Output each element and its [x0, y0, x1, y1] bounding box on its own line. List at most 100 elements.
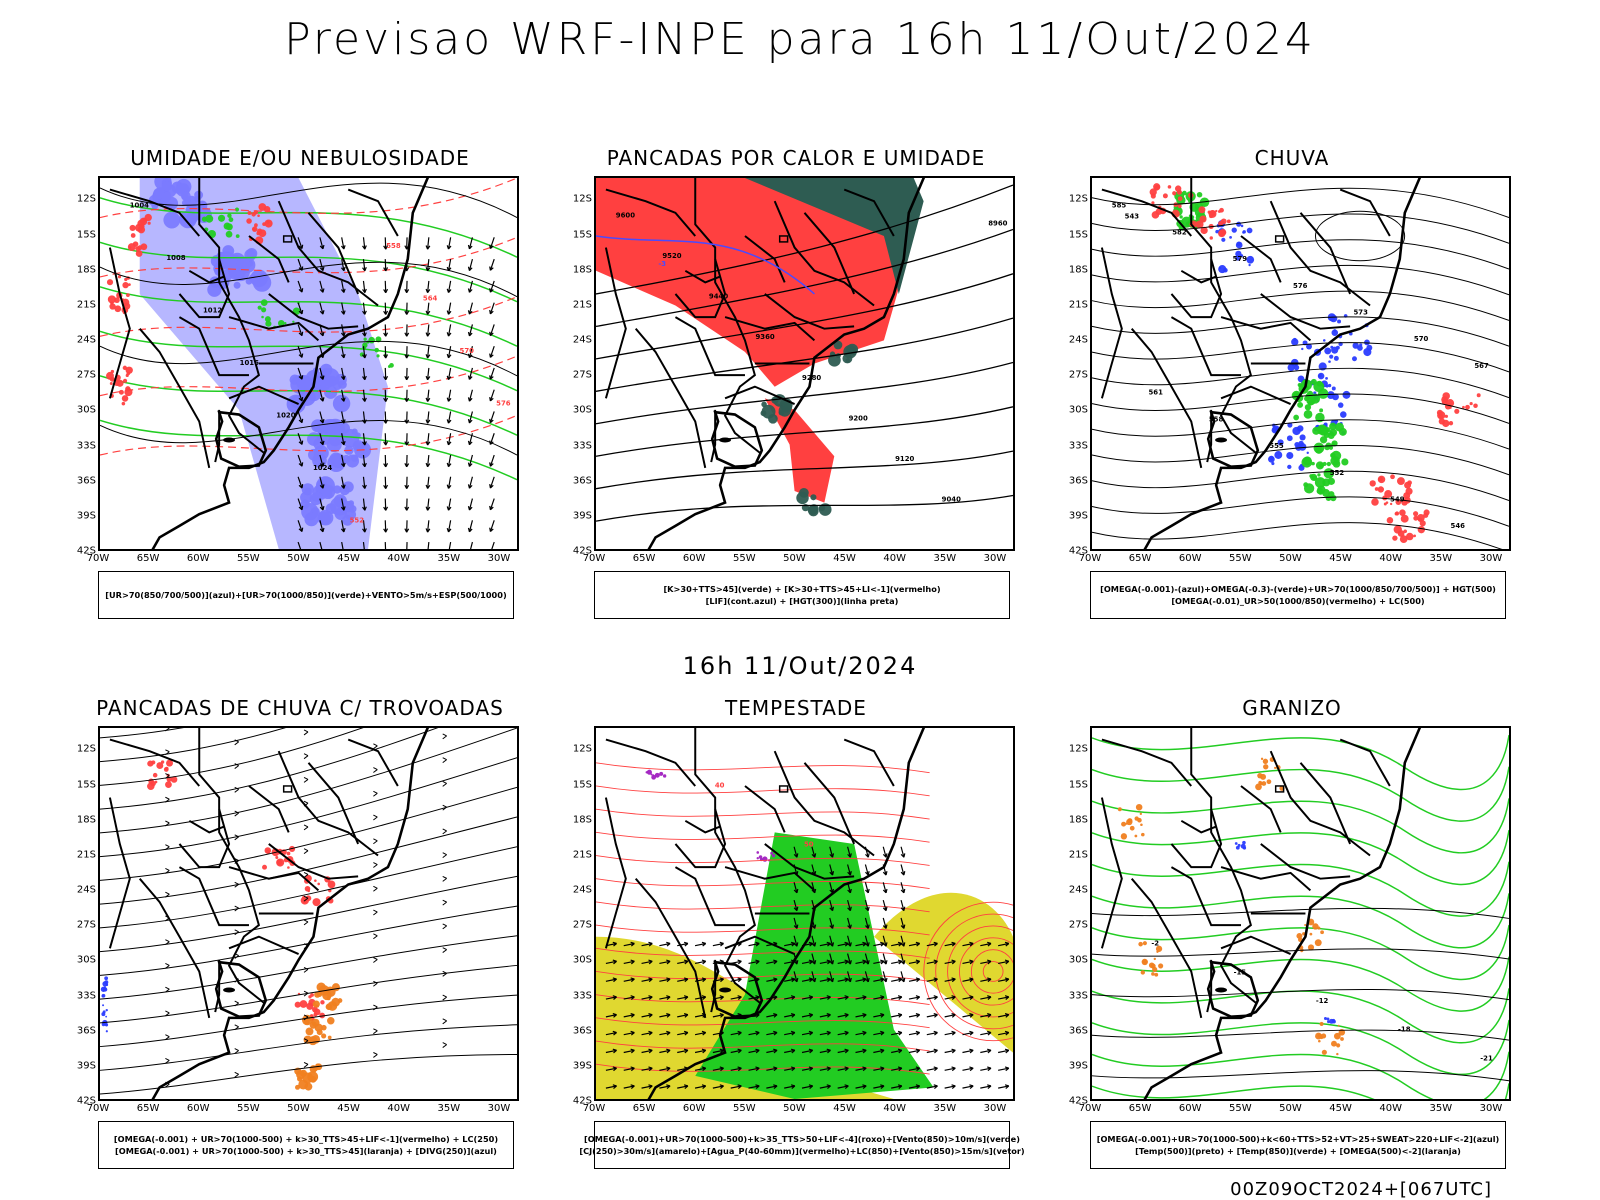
latitude-tick-label: 18S [1068, 264, 1088, 276]
panel-granizo: GRANIZO 12S 15S 18S 21S 24S 27S 30S 33S 36S 39S 42… [1052, 696, 1532, 1176]
longitude-tick-label: 60W [1178, 1103, 1202, 1114]
longitude-axis: 70W 65W 60W 55W 50W 45W 40W 35W 30W [583, 553, 1015, 567]
longitude-tick-label: 35W [437, 553, 461, 564]
longitude-tick-label: 45W [1329, 553, 1352, 564]
longitude-tick-label: 70W [86, 553, 110, 564]
contour-label: 9040 [942, 496, 961, 504]
longitude-axis: 70W 65W 60W 55W 50W 45W 40W 35W 30W [1079, 1103, 1511, 1117]
latitude-tick-label: 42S [1068, 545, 1088, 557]
latitude-tick-label: 21S [572, 849, 592, 861]
longitude-tick-label: 65W [136, 1103, 160, 1114]
longitude-tick-label: 60W [1178, 553, 1202, 564]
latitude-tick-label: 30S [572, 404, 592, 416]
latitude-tick-label: 12S [572, 743, 592, 755]
longitude-tick-label: 60W [186, 1103, 210, 1114]
latitude-tick-label: 39S [1068, 1060, 1088, 1072]
latitude-tick-label: 39S [1068, 510, 1088, 522]
contour-label: -18 [1398, 1026, 1411, 1034]
latitude-tick-label: 12S [1068, 193, 1088, 205]
latitude-tick-label: 15S [1068, 229, 1088, 241]
latitude-axis: 12S 15S 18S 21S 24S 27S 30S 33S 36S 39S 42S [60, 176, 96, 557]
panel-legend: [OMEGA(-0.001)+UR>70(1000-500)+k<60+TTS>… [1090, 1121, 1506, 1169]
longitude-tick-label: 45W [1329, 1103, 1352, 1114]
latitude-tick-label: 24S [1068, 884, 1088, 896]
legend-line-1: [OMEGA(-0.001)-(azul)+OMEGA(-0.3)-(verde… [1100, 584, 1496, 594]
longitude-axis: 70W 65W 60W 55W 50W 45W 40W 35W 30W [87, 1103, 519, 1117]
latitude-tick-label: 39S [76, 510, 96, 522]
contour-label: 567 [1474, 362, 1489, 370]
latitude-tick-label: 27S [1068, 919, 1088, 931]
contour-label: 576 [496, 400, 511, 408]
latitude-axis: 12S 15S 18S 21S 24S 27S 30S 33S 36S 39S 42S [556, 176, 592, 557]
latitude-tick-label: 33S [76, 440, 96, 452]
longitude-tick-label: 35W [933, 553, 957, 564]
longitude-tick-label: 40W [387, 553, 411, 564]
latitude-tick-label: 42S [572, 1095, 592, 1107]
contour-label: -21 [1480, 1054, 1493, 1062]
contour-label: 1024 [313, 464, 332, 472]
latitude-tick-label: 39S [572, 1060, 592, 1072]
latitude-tick-label: 18S [76, 814, 96, 826]
panel-title: GRANIZO [1242, 696, 1342, 720]
latitude-tick-label: 21S [76, 299, 96, 311]
longitude-tick-label: 35W [1429, 553, 1453, 564]
latitude-tick-label: 18S [1068, 814, 1088, 826]
legend-line-2: [OMEGA(-0.01)_UR>50(1000/850)(vermelho) … [1171, 596, 1425, 606]
latitude-tick-label: 15S [76, 229, 96, 241]
contour-label: 1016 [240, 359, 259, 367]
contour-label: 549 [1390, 496, 1405, 504]
contour-label: 9440 [709, 293, 728, 301]
latitude-tick-label: 24S [1068, 334, 1088, 346]
latitude-tick-label: 18S [76, 264, 96, 276]
contour-label: 570 [460, 347, 475, 355]
latitude-tick-label: 30S [572, 954, 592, 966]
longitude-tick-label: 60W [682, 553, 706, 564]
latitude-tick-label: 42S [1068, 1095, 1088, 1107]
panel-title: PANCADAS DE CHUVA C/ TROVOADAS [96, 696, 504, 720]
latitude-tick-label: 30S [76, 954, 96, 966]
panel-pancadas-calor: PANCADAS POR CALOR E UMIDADE 12S 15S 18S 21… [556, 146, 1036, 626]
longitude-tick-label: 30W [487, 1103, 511, 1114]
longitude-tick-label: 40W [1379, 553, 1403, 564]
legend-line-1: [OMEGA(-0.001)+UR>70(1000-500)+k>35_TTS>… [584, 1134, 1020, 1144]
latitude-tick-label: 21S [572, 299, 592, 311]
longitude-tick-label: 70W [1078, 553, 1102, 564]
longitude-tick-label: 30W [983, 553, 1007, 564]
contour-label: 570 [1414, 335, 1429, 343]
latitude-tick-label: 42S [572, 545, 592, 557]
latitude-tick-label: 39S [76, 1060, 96, 1072]
contour-label: 1012 [203, 307, 222, 315]
latitude-tick-label: 33S [1068, 990, 1088, 1002]
latitude-tick-label: 33S [572, 990, 592, 1002]
main-title: Previsao WRF-INPE para 16h 11/Out/2024 [284, 14, 1316, 65]
contour-label: 552 [350, 516, 365, 524]
longitude-tick-label: 55W [237, 1103, 260, 1114]
longitude-tick-label: 65W [1128, 553, 1152, 564]
longitude-tick-label: 55W [1229, 553, 1252, 564]
longitude-tick-label: 70W [582, 553, 606, 564]
panel-umidade: UMIDADE E/OU NEBULOSIDADE 12S 15S 18S 21S 24… [60, 146, 540, 626]
contour-label: -12 [1316, 997, 1329, 1005]
legend-line-1: [K>30+TTS>45](verde) + [K>30+TTS>45+LI<-… [663, 584, 941, 594]
run-identifier: 00Z09OCT2024+[067UTC] [1230, 1179, 1492, 1200]
longitude-axis: 70W 65W 60W 55W 50W 45W 40W 35W 30W [583, 1103, 1015, 1117]
contour-label: 576 [1293, 282, 1308, 290]
contour-label: 1004 [130, 202, 149, 210]
latitude-tick-label: 42S [76, 1095, 96, 1107]
latitude-tick-label: 24S [572, 334, 592, 346]
latitude-tick-label: 15S [572, 229, 592, 241]
longitude-tick-label: 55W [733, 553, 756, 564]
latitude-tick-label: 36S [76, 1025, 96, 1037]
latitude-tick-label: 33S [1068, 440, 1088, 452]
contour-label: 543 [1125, 213, 1140, 221]
longitude-tick-label: 50W [1279, 553, 1302, 564]
longitude-tick-label: 30W [487, 553, 511, 564]
longitude-tick-label: 50W [1279, 1103, 1302, 1114]
contour-label: 9520 [662, 252, 681, 260]
contour-label: 558 [386, 242, 401, 250]
panel-title: PANCADAS POR CALOR E UMIDADE [606, 146, 986, 170]
latitude-tick-label: 15S [76, 779, 96, 791]
latitude-tick-label: 15S [572, 779, 592, 791]
contour-label: -2 [1151, 940, 1159, 948]
longitude-tick-label: 55W [237, 553, 260, 564]
